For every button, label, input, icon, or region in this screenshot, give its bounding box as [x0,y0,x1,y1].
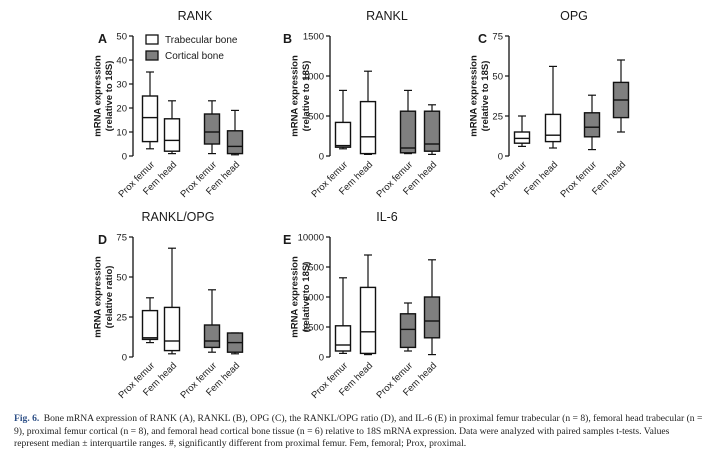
y-tick-label: 50 [492,71,503,82]
panel-e: IL-6 E 0 2500 5000 7500 10000 mRNA expression(r… [283,210,441,401]
iqr-box [226,130,244,155]
iqr-box [141,95,159,143]
box-fem-head-trabecular [544,65,562,149]
box-prox-femur-cortical [203,100,221,155]
box-prox-femur-cortical [203,289,221,353]
iqr-box [423,296,441,339]
iqr-box [583,112,601,138]
y-tick-label: 7500 [303,262,324,273]
y-tick-label: 0 [122,151,127,162]
box-prox-femur-trabecular [141,71,159,150]
y-axis-title: mRNA expression(relative to 18S) [93,55,115,137]
y-tick-label: 0 [498,151,503,162]
box-prox-femur-cortical [399,302,417,352]
y-tick-label: 30 [116,79,127,90]
y-axis-title: mRNA expression(relative ratio) [93,256,115,338]
panel-title: IL-6 [376,210,398,224]
y-tick-label: 40 [116,55,127,66]
iqr-box [544,113,562,143]
y-tick-label: 0 [319,151,324,162]
box-fem-head-cortical [423,259,441,356]
box-fem-head-trabecular [359,70,377,155]
figure-caption-text: Bone mRNA expression of RANK (A), RANKL … [14,413,703,450]
box-fem-head-cortical [423,104,441,155]
box-fem-head-cortical [226,332,244,355]
box-prox-femur-trabecular [141,297,159,344]
panel-title: RANKL/OPG [142,210,215,224]
box-fem-head-trabecular [359,254,377,356]
y-tick-label: 500 [308,111,324,122]
panel-letter: A [98,32,107,46]
iqr-box [359,286,377,355]
box-fem-head-trabecular [163,247,181,355]
iqr-box [399,313,417,349]
iqr-box [163,306,181,352]
iqr-box [423,110,441,152]
box-prox-femur-cortical [399,89,417,155]
panel-title: OPG [560,9,588,23]
box-fem-head-cortical [612,59,630,133]
y-tick-label: 10 [116,127,127,138]
box-fem-head-cortical [226,109,244,156]
y-axis-title: mRNA expression(relative to 18S) [469,55,491,137]
panel-a: RANK A 0 10 20 30 40 50 mRNA expression(relative… [93,9,244,200]
iqr-box [359,100,377,155]
y-tick-label: 2500 [303,322,324,333]
panel-d: RANKL/OPG D 0 25 50 75 mRNA expression(relativ… [93,210,244,401]
iqr-box [163,118,181,152]
y-tick-label: 1500 [303,31,324,42]
box-fem-head-trabecular [163,100,181,155]
y-tick-label: 20 [116,103,127,114]
y-tick-label: 50 [116,272,127,283]
iqr-box [334,121,352,148]
y-tick-label: 0 [122,352,127,363]
y-tick-label: 10000 [298,232,324,243]
panel-c: OPG C 0 25 50 75 mRNA expression(relative to 1… [469,9,630,200]
panel-title: RANK [178,9,213,23]
legend-label: Trabecular bone [165,35,238,46]
figure-caption: Fig. 6. Bone mRNA expression of RANK (A)… [14,413,706,451]
panel-letter: D [98,233,107,247]
y-tick-label: 75 [492,31,503,42]
y-tick-label: 50 [116,31,127,42]
iqr-box [203,113,221,145]
y-tick-label: 25 [492,111,503,122]
panel-title: RANKL [366,9,408,23]
box-prox-femur-trabecular [334,89,352,150]
iqr-box [334,325,352,352]
box-prox-femur-trabecular [513,115,531,147]
x-tick-label: Prox femur [488,159,529,200]
y-tick-label: 75 [116,232,127,243]
y-tick-label: 25 [116,312,127,323]
figure-label: Fig. 6. [14,413,40,424]
iqr-box [141,309,159,341]
iqr-box [203,324,221,349]
panel-letter: C [478,32,487,46]
iqr-box [399,110,417,154]
legend-swatch [145,34,159,45]
box-prox-femur-cortical [583,94,601,151]
panel-letter: E [283,233,291,247]
panel-letter: B [283,32,292,46]
y-tick-label: 5000 [303,292,324,303]
y-tick-label: 0 [319,352,324,363]
iqr-box [513,131,531,144]
y-axis-title: mRNA expression(relative to 18S) [290,256,312,338]
legend-swatch [145,50,159,61]
y-tick-label: 1000 [303,71,324,82]
box-prox-femur-trabecular [334,277,352,354]
y-axis-title: mRNA expression(relative to 18S) [290,55,312,137]
x-tick-label: Fem head [522,159,560,197]
legend-label: Cortical bone [165,51,224,62]
panel-b: RANKL B 0 500 1000 1500 mRNA expression(relati… [283,9,441,200]
